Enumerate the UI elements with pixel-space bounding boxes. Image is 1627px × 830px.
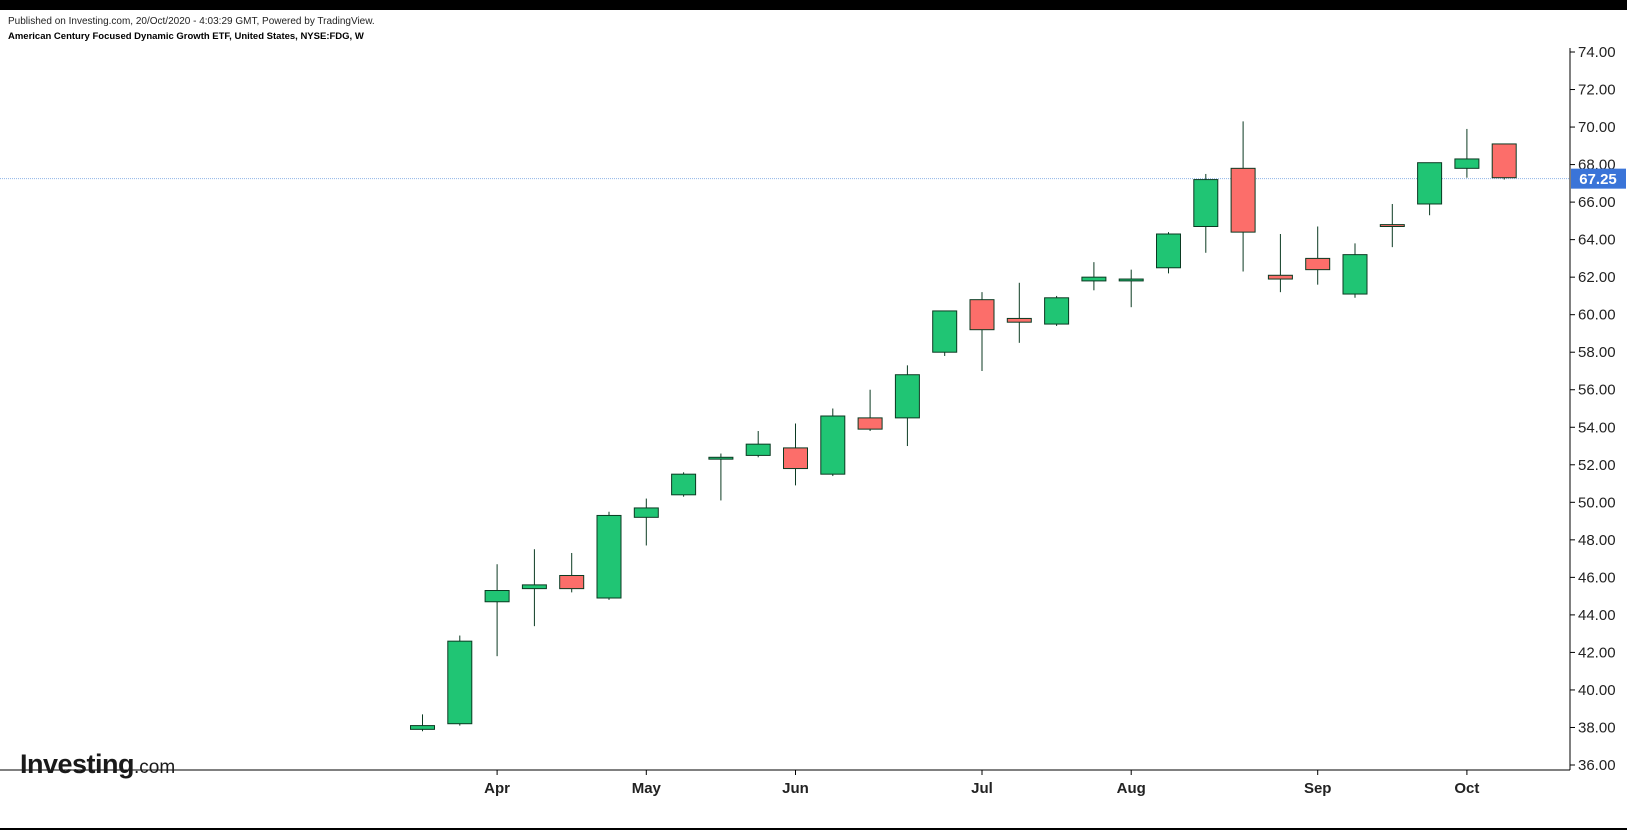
investing-logo: Investing.com [20,751,175,778]
candle-body [1081,276,1107,282]
candle-body [521,584,547,590]
candle-body [1230,167,1256,233]
x-tick-label: Jul [971,780,993,797]
candle-body [1118,278,1144,282]
candlestick-chart[interactable]: 36.00 38.00 40.00 42.00 44.00 46.00 48.00 50.00… [0,10,1627,828]
candle-body [1342,254,1368,295]
x-tick-label: Sep [1304,780,1332,797]
y-tick-label: 36.00 [1578,757,1616,774]
x-tick-label: Jun [782,780,809,797]
candle-body [447,640,473,725]
y-tick-label: 64.00 [1578,232,1616,249]
candle-body [932,310,958,353]
y-tick-label: 58.00 [1578,344,1616,361]
candle-body [1491,143,1517,179]
candle-body [708,456,734,460]
last-price-label-bg [1571,168,1626,189]
last-price-label: 67.25 [1579,171,1617,188]
candle-body [559,574,585,590]
candle-body [820,415,846,475]
candle-body [1044,297,1070,325]
candle-body [1267,274,1293,280]
candle-body [1305,257,1331,271]
logo-brand: Investing [20,749,135,779]
y-tick-label: 62.00 [1578,269,1616,286]
candle-body [857,417,883,430]
candle-body [1454,158,1480,169]
candle-body [969,299,995,331]
candle-body [783,447,808,470]
x-tick-label: Oct [1454,780,1479,797]
candle-body [894,374,920,419]
symbol-title: American Century Focused Dynamic Growth … [8,31,364,42]
candle-body [1193,179,1219,227]
candle-body [1379,224,1405,227]
y-tick-label: 42.00 [1578,644,1616,661]
y-tick-label: 74.00 [1578,44,1616,61]
published-info: Published on Investing.com, 20/Oct/2020 … [8,16,375,27]
candle-body [1156,233,1181,269]
y-tick-label: 72.00 [1578,82,1616,99]
x-tick-label: Aug [1117,780,1146,797]
candle-body [410,725,435,730]
y-tick-label: 60.00 [1578,307,1616,324]
logo-tld: .com [134,757,176,778]
candle-body [1417,162,1443,205]
candle-body [596,514,622,599]
candle-body [633,507,659,518]
y-tick-label: 50.00 [1578,494,1616,511]
y-tick-label: 56.00 [1578,382,1616,399]
y-tick-label: 46.00 [1578,569,1616,586]
y-tick-label: 44.00 [1578,607,1616,624]
y-tick-label: 66.00 [1578,194,1616,211]
candle-body [745,443,771,456]
y-tick-label: 54.00 [1578,419,1616,436]
y-tick-label: 38.00 [1578,719,1616,736]
candle-body [484,590,510,603]
y-tick-label: 52.00 [1578,457,1616,474]
y-tick-label: 70.00 [1578,119,1616,136]
y-tick-label: 40.00 [1578,682,1616,699]
candle-body [671,473,697,496]
x-tick-label: Apr [484,780,510,797]
y-tick-label: 48.00 [1578,532,1616,549]
chart-frame: Published on Investing.com, 20/Oct/2020 … [0,10,1627,828]
x-tick-label: May [632,780,662,797]
candle-body [1006,317,1032,323]
